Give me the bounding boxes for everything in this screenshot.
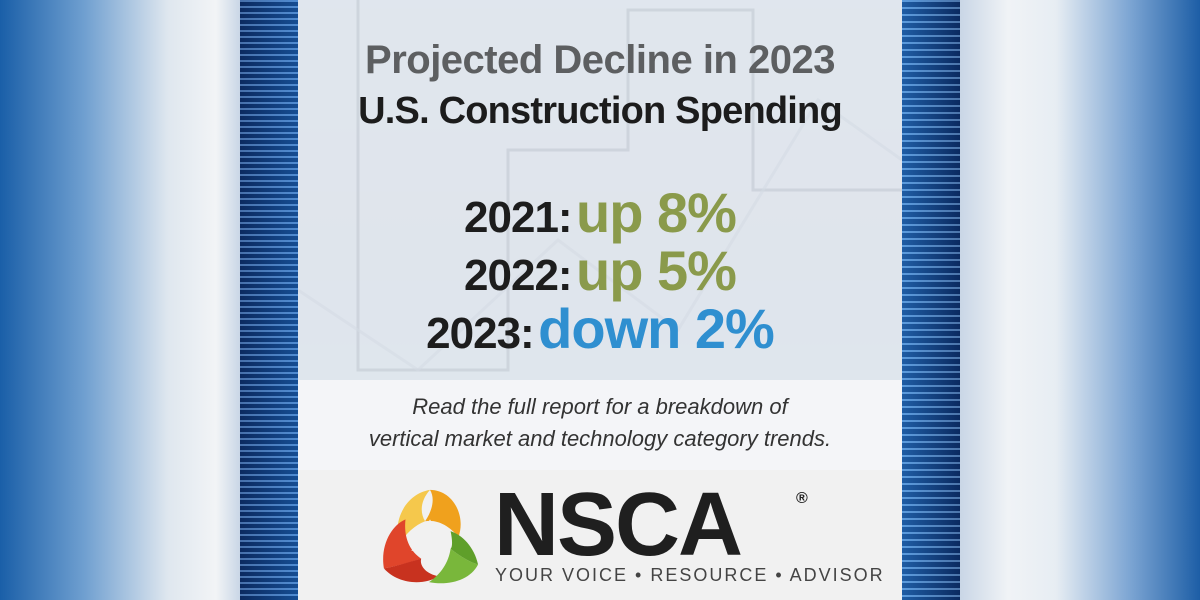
headline-line-2: U.S. Construction Spending: [358, 90, 843, 132]
trend-line-decoration: [298, 0, 902, 372]
logo-footer: NSCA ® YOUR VOICE • RESOURCE • ADVISOR: [298, 470, 902, 600]
headline-line-1: Projected Decline in 2023: [365, 38, 835, 82]
left-stripe-decoration: [240, 0, 298, 600]
stat-year: 2023:: [426, 309, 535, 358]
stat-2023: 2023: down 2%: [298, 296, 902, 361]
registered-mark: ®: [796, 490, 808, 507]
stat-value: down 2%: [538, 297, 775, 360]
caption-box: Read the full report for a breakdown of …: [298, 380, 902, 470]
right-stripe-decoration: [902, 0, 960, 600]
nsca-wordmark: NSCA: [494, 475, 743, 575]
stat-year: 2022:: [464, 251, 573, 300]
nsca-triangle-logo-icon: [383, 489, 479, 584]
stat-2021: 2021: up 8%: [298, 180, 902, 245]
stat-value: up 5%: [576, 239, 737, 302]
caption-line-1: Read the full report for a breakdown of: [412, 394, 788, 419]
graphic-card: Projected Decline in 2023 U.S. Construct…: [240, 0, 960, 600]
caption-line-2: vertical market and technology category …: [368, 426, 832, 451]
stat-year: 2021:: [464, 193, 573, 242]
logo-tagline: YOUR VOICE • RESOURCE • ADVISOR: [495, 565, 885, 585]
stat-2022: 2022: up 5%: [298, 238, 902, 303]
stat-value: up 8%: [576, 181, 737, 244]
